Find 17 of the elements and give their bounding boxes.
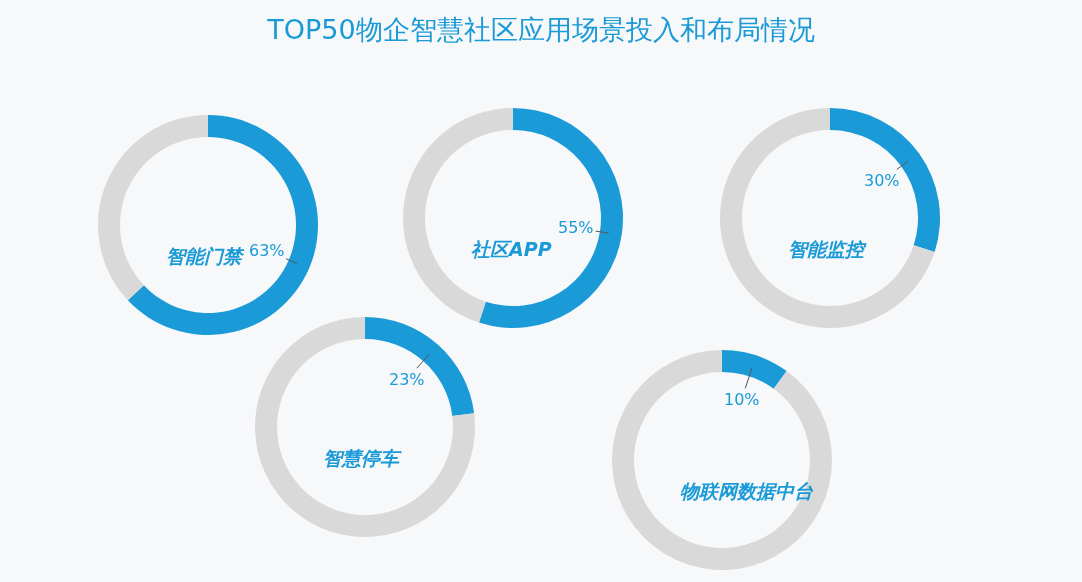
text: 社区APP <box>471 238 552 260</box>
donut-slice <box>720 108 935 328</box>
text: TOP50物企智慧社区应用场景投入和布局情况 <box>266 13 816 47</box>
donut-slice <box>365 317 475 416</box>
data-label: 63% <box>249 241 285 260</box>
data-label: 10% <box>724 390 760 409</box>
donut-slice <box>722 350 787 389</box>
donut-slice <box>255 317 475 537</box>
donut-slice <box>612 350 832 570</box>
text: 智慧停车 <box>323 447 402 469</box>
donut-slice <box>127 115 318 335</box>
data-label: 55% <box>558 218 594 237</box>
text: 智能门禁 <box>166 245 245 267</box>
text: 智能监控 <box>788 238 867 260</box>
data-label: 23% <box>389 370 425 389</box>
text: 物联网数据中台 <box>680 480 814 502</box>
data-label: 30% <box>864 171 900 190</box>
